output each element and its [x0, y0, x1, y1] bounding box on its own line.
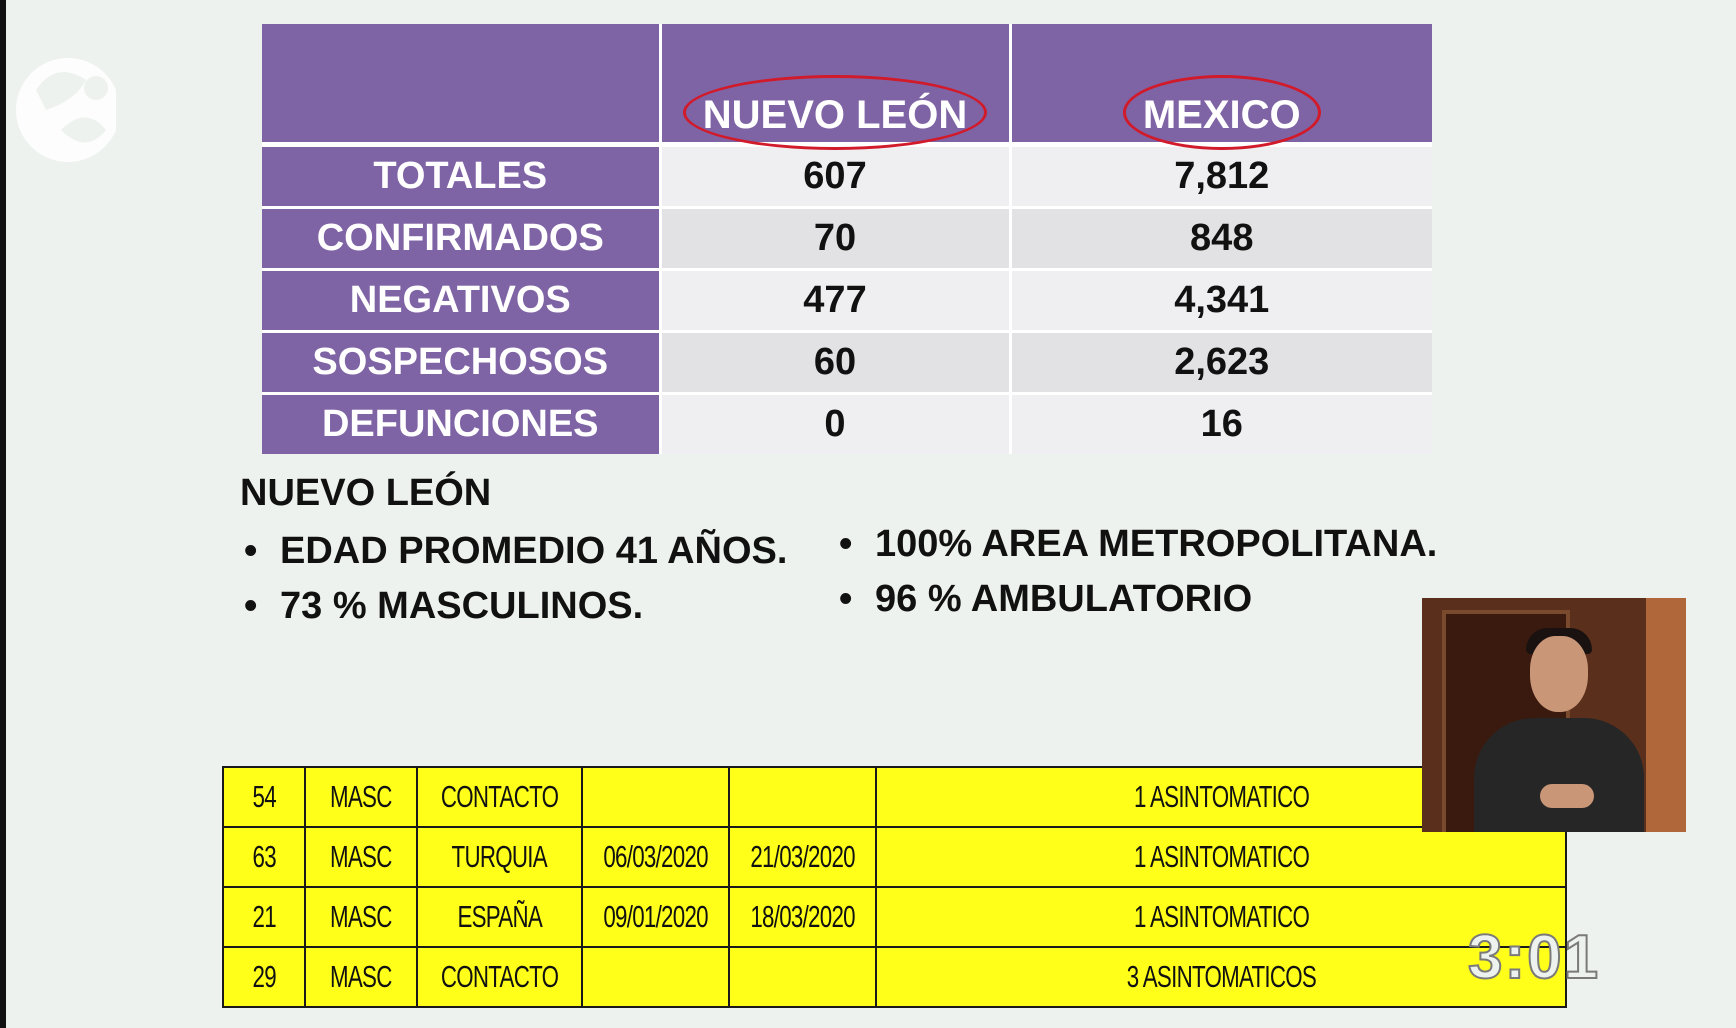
interpreter-body: [1474, 718, 1644, 832]
interpreter-head: [1530, 636, 1588, 712]
row-label: TOTALES: [262, 144, 660, 208]
case-age: 29: [222, 946, 306, 1008]
notes-left-list: EDAD PROMEDIO 41 AÑOS. 73 % MASCULINOS.: [240, 524, 787, 634]
mexico-value: 16: [1008, 392, 1432, 454]
circled-mexico: MEXICO: [1122, 75, 1321, 150]
circled-nuevo-leon: NUEVO LEÓN: [682, 75, 988, 150]
list-item: 100% AREA METROPOLITANA.: [835, 517, 1437, 572]
case-origin: ESPAÑA: [415, 886, 584, 948]
case-date-1: 09/01/2020: [581, 886, 731, 948]
case-sex: MASC: [304, 826, 418, 888]
case-date-1: 06/03/2020: [581, 826, 731, 888]
case-date-1: [581, 946, 731, 1008]
table-row: CONFIRMADOS 70 848: [262, 206, 1432, 270]
row-label: NEGATIVOS: [262, 268, 660, 332]
case-origin: CONTACTO: [415, 766, 584, 828]
notes-title: NUEVO LEÓN: [240, 472, 492, 514]
nuevo-leon-value: 607: [658, 144, 1010, 208]
list-item: 73 % MASCULINOS.: [240, 579, 787, 634]
case-status: 1 ASINTOMATICO: [875, 826, 1568, 888]
header-nuevo-leon: NUEVO LEÓN: [658, 24, 1010, 150]
broadcast-timer: 3:01: [1467, 922, 1601, 993]
table-row: DEFUNCIONES 0 16: [262, 392, 1432, 454]
nuevo-leon-value: 60: [658, 330, 1010, 394]
case-sex: MASC: [304, 886, 418, 948]
case-age: 63: [222, 826, 306, 888]
mexico-value: 2,623: [1008, 330, 1432, 394]
case-status: 1 ASINTOMATICO: [875, 886, 1568, 948]
sign-language-interpreter-video: [1422, 598, 1686, 832]
case-date-1: [581, 766, 731, 828]
table-row: SOSPECHOSOS 60 2,623: [262, 330, 1432, 394]
left-frame-bar: [0, 0, 6, 1028]
case-date-2: 21/03/2020: [728, 826, 878, 888]
case-age: 54: [222, 766, 306, 828]
table-row: 63 MASC TURQUIA 06/03/2020 21/03/2020 1 …: [222, 826, 1568, 888]
wall-panel: [1646, 598, 1686, 832]
table-row: NEGATIVOS 477 4,341: [262, 268, 1432, 332]
case-origin: CONTACTO: [415, 946, 584, 1008]
mexico-value: 4,341: [1008, 268, 1432, 332]
mexico-value: 7,812: [1008, 144, 1432, 208]
case-status: 3 ASINTOMATICOS: [875, 946, 1568, 1008]
row-label: CONFIRMADOS: [262, 206, 660, 270]
nuevo-leon-value: 0: [658, 392, 1010, 454]
case-sex: MASC: [304, 946, 418, 1008]
header-mexico: MEXICO: [1008, 24, 1432, 150]
row-label: SOSPECHOSOS: [262, 330, 660, 394]
case-date-2: [728, 766, 878, 828]
table-row: 29 MASC CONTACTO 3 ASINTOMATICOS: [222, 946, 1568, 1008]
channel-28-logo-icon: [16, 58, 116, 162]
table-row: 54 MASC CONTACTO 1 ASINTOMATICO: [222, 766, 1568, 828]
list-item: EDAD PROMEDIO 41 AÑOS.: [240, 524, 787, 579]
case-date-2: 18/03/2020: [728, 886, 878, 948]
mexico-value: 848: [1008, 206, 1432, 270]
notes-right-list: 100% AREA METROPOLITANA. 96 % AMBULATORI…: [835, 517, 1437, 627]
nuevo-leon-value: 477: [658, 268, 1010, 332]
cases-table: 54 MASC CONTACTO 1 ASINTOMATICO 63 MASC …: [222, 766, 1568, 1008]
list-item: 96 % AMBULATORIO: [835, 572, 1437, 627]
header-empty-cell: [262, 24, 660, 147]
case-sex: MASC: [304, 766, 418, 828]
case-origin: TURQUIA: [415, 826, 584, 888]
case-date-2: [728, 946, 878, 1008]
table-row: 21 MASC ESPAÑA 09/01/2020 18/03/2020 1 A…: [222, 886, 1568, 948]
table-row: TOTALES 607 7,812: [262, 144, 1432, 208]
summary-table: NUEVO LEÓN MEXICO TOTALES 607 7,812 CONF…: [262, 24, 1432, 454]
interpreter-hands: [1540, 784, 1594, 808]
row-label: DEFUNCIONES: [262, 392, 660, 454]
nuevo-leon-value: 70: [658, 206, 1010, 270]
case-age: 21: [222, 886, 306, 948]
